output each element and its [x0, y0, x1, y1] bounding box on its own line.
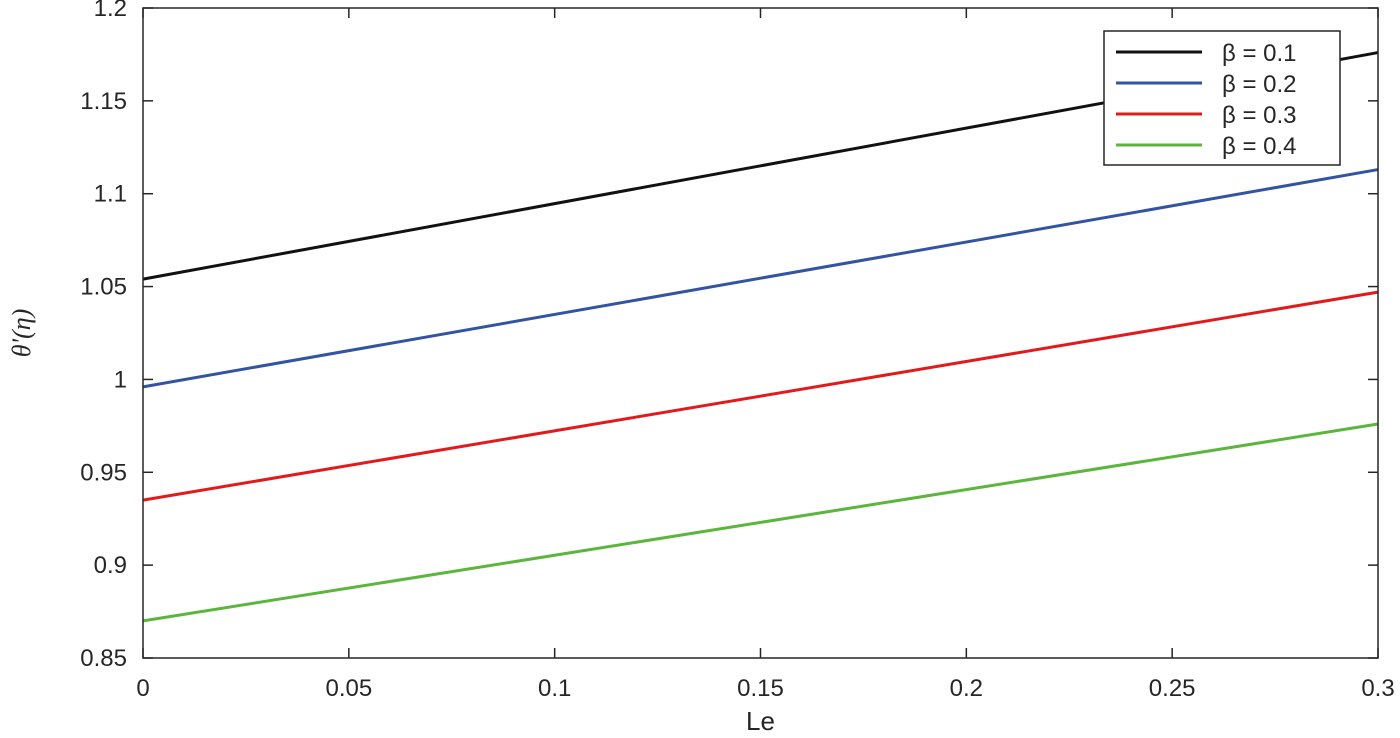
legend-label-3: β = 0.3	[1222, 102, 1297, 129]
x-tick-label: 0.15	[737, 675, 784, 702]
y-axis-label: θ'(η)	[7, 309, 36, 358]
y-tick-label: 1.2	[94, 0, 127, 22]
legend-label-4: β = 0.4	[1222, 133, 1297, 160]
series-line-2	[142, 168, 1379, 389]
x-tick-label: 0.05	[325, 675, 372, 702]
y-tick-label: 1.15	[80, 88, 127, 115]
legend: β = 0.1 β = 0.2 β = 0.3 β = 0.4	[1103, 30, 1341, 166]
y-tick-label: 1.1	[94, 181, 127, 208]
x-axis-label: Le	[746, 706, 775, 733]
legend-label-1: β = 0.1	[1222, 40, 1297, 67]
y-tick-label: 0.95	[80, 459, 127, 486]
y-tick-label: 0.9	[94, 552, 127, 579]
legend-label-2: β = 0.2	[1222, 71, 1297, 98]
series-line-3	[142, 290, 1379, 502]
y-tick-label: 1	[114, 366, 127, 393]
x-tick-label: 0.25	[1149, 675, 1196, 702]
x-tick-label: 0	[136, 675, 149, 702]
x-tick-label: 0.3	[1361, 675, 1394, 702]
ticks-layer: 0 0.05 0.1 0.15 0.2 0.25 0.3 0.85 0.9 0.95 1 1.05 1.…	[80, 0, 1394, 702]
series-line-4	[142, 422, 1379, 623]
x-tick-label: 0.1	[538, 675, 571, 702]
x-tick-label: 0.2	[950, 675, 983, 702]
y-tick-label: 0.85	[80, 645, 127, 672]
y-tick-label: 1.05	[80, 274, 127, 301]
